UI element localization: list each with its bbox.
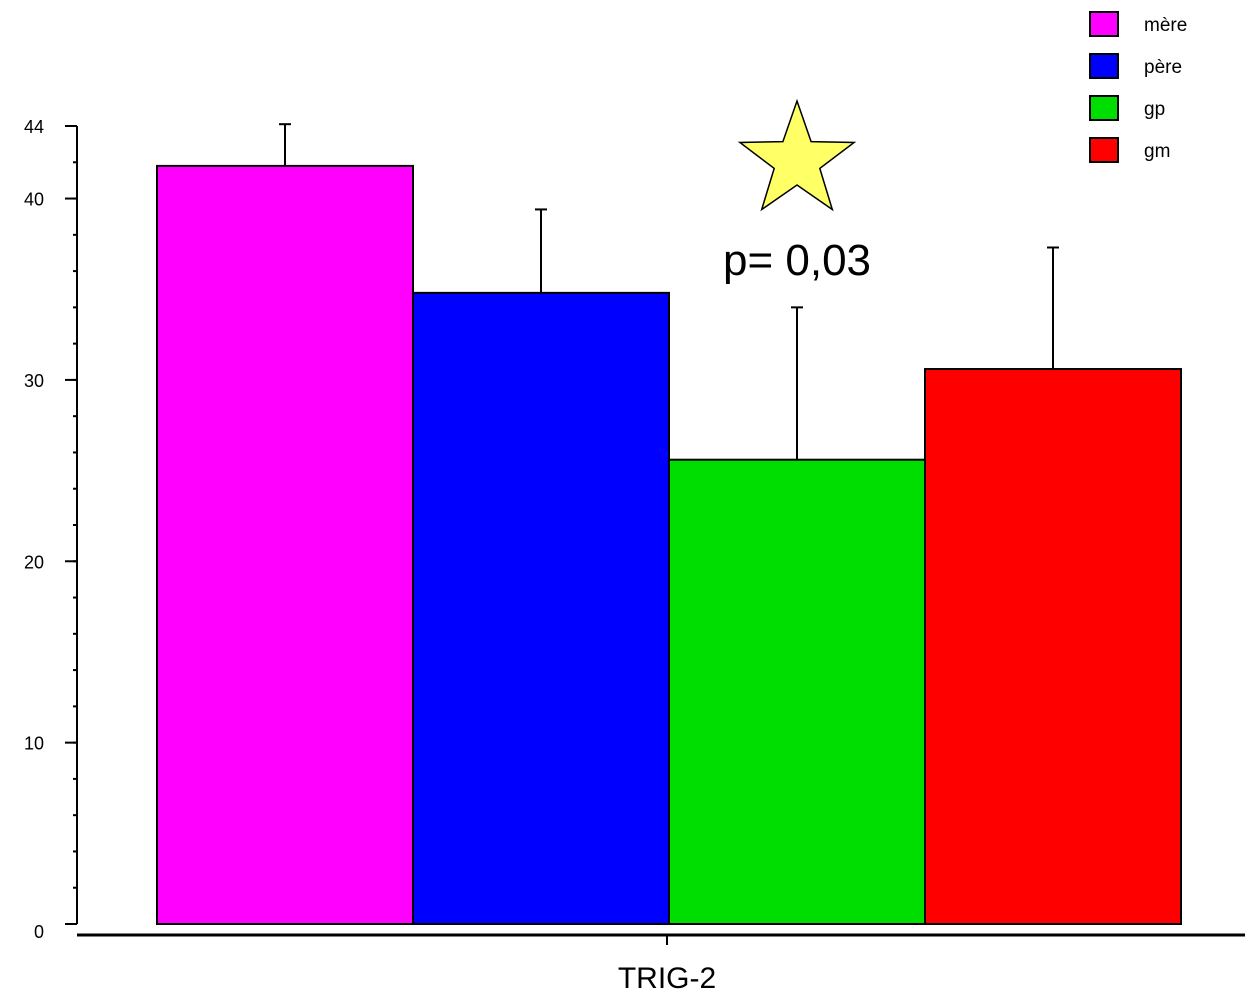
legend-swatch [1089,137,1119,163]
legend-label: gp [1144,99,1165,120]
legend-swatch [1089,95,1119,121]
y-tick-label: 40 [24,190,44,210]
x-ticks: TRIG-2 [618,935,716,995]
bar-gm [924,368,1182,925]
error-bar-gm [1047,246,1059,370]
axes-layer: 0 10 20 30 40 44 TRIG-2 [24,117,1245,995]
bars-layer [156,164,1182,925]
error-bar-mère [279,123,291,166]
legend-label: père [1144,57,1182,78]
error-bar-père [535,208,547,293]
y-tick-label: 20 [24,552,44,572]
bar-père [412,291,670,925]
y-tick-label: 30 [24,371,44,391]
legend: mère père gp gm [1089,11,1187,163]
legend-item-gm: gm [1089,137,1170,163]
legend-swatch [1089,53,1119,79]
error-bar-gp [791,306,803,460]
y-ticks: 0 10 20 30 40 44 [24,117,77,942]
y-tick-label: 44 [24,117,44,137]
legend-item-mère: mère [1089,11,1187,37]
bar-mère [156,164,414,925]
star-icon [737,98,857,212]
x-category-label: TRIG-2 [618,962,716,995]
legend-label: gm [1144,141,1170,162]
bar-gp [668,458,926,925]
y-tick-label: 10 [24,734,44,754]
error-bars-layer [279,123,1059,460]
y-tick-label: 0 [34,922,44,942]
legend-swatch [1089,11,1119,37]
legend-item-gp: gp [1089,95,1165,121]
significance-annotation: p= 0,03 [723,98,871,285]
legend-label: mère [1144,15,1187,36]
legend-item-père: père [1089,53,1182,79]
p-value-label: p= 0,03 [723,236,871,285]
